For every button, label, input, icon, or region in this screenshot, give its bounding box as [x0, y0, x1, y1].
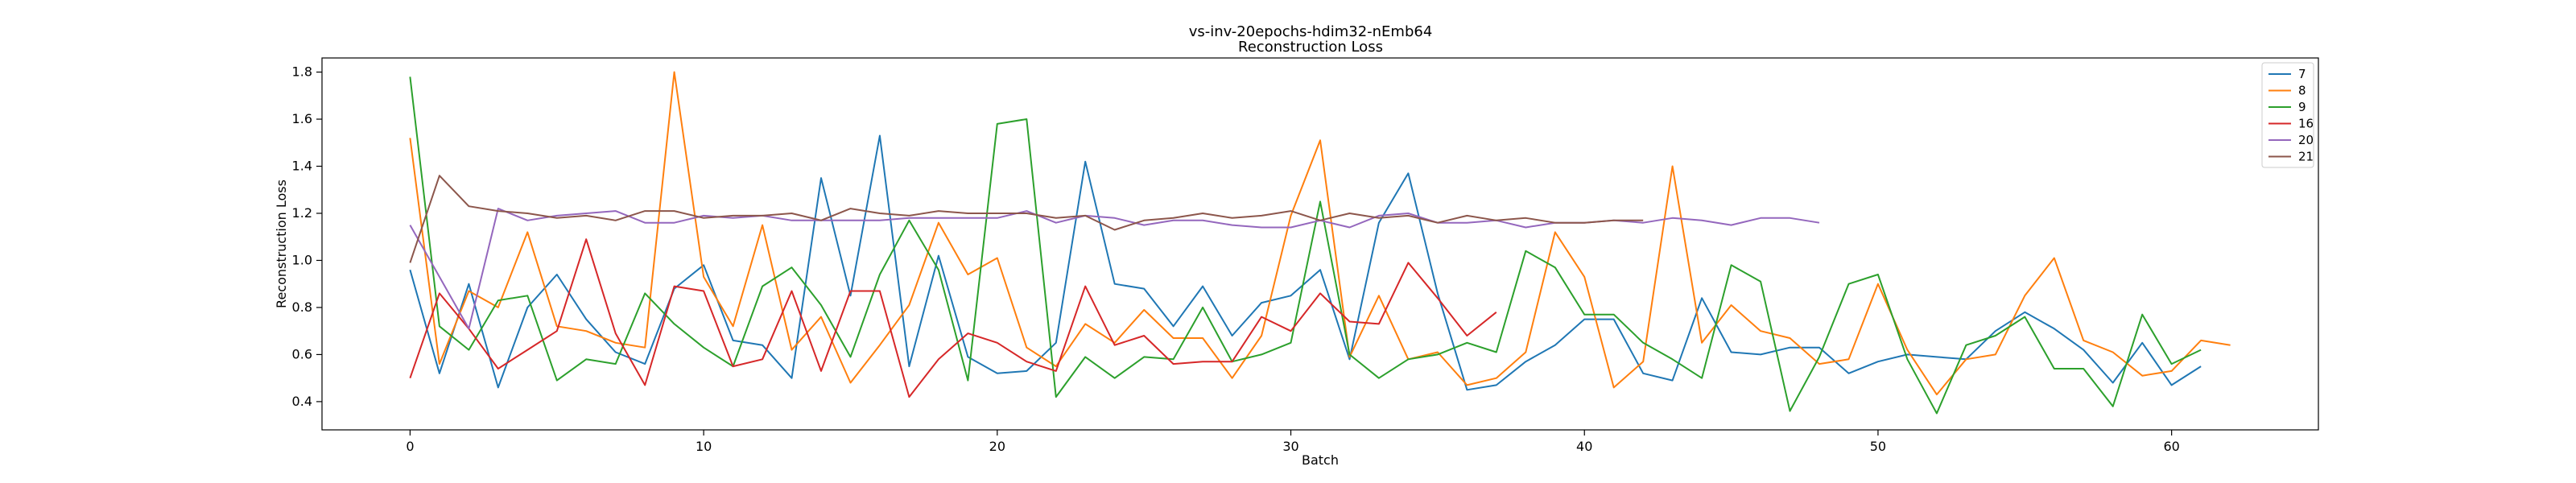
x-tick-label: 0: [406, 439, 414, 454]
chart-title: vs-inv-20epochs-hdim32-nEmb64: [1189, 23, 1433, 40]
legend-label-8: 8: [2298, 84, 2306, 98]
series-line-16: [409, 238, 1497, 398]
y-tick-label: 1.8: [292, 64, 312, 80]
series-line-20: [409, 208, 1820, 330]
legend-box: [2261, 62, 2314, 168]
y-tick-label: 1.6: [292, 111, 312, 126]
x-tick-label: 30: [1282, 439, 1298, 454]
y-tick-label: 1.2: [292, 205, 312, 221]
legend-label-9: 9: [2298, 100, 2306, 114]
x-tick-label: 60: [2163, 439, 2179, 454]
legend-label-20: 20: [2298, 133, 2314, 147]
legend: 7 8 9 16 20 21: [2261, 62, 2314, 168]
legend-label-21: 21: [2298, 150, 2314, 164]
plot-area-frame: [321, 57, 2319, 431]
legend-label-7: 7: [2298, 67, 2306, 81]
x-tick-label: 20: [989, 439, 1005, 454]
y-tick-label: 0.8: [292, 299, 312, 315]
y-tick-label: 0.4: [292, 394, 312, 409]
series-lines: [409, 71, 2231, 415]
series-line-7: [409, 134, 2202, 391]
x-axis-ticks: 0 10 20 30 40 50 60: [406, 430, 2180, 454]
y-axis-label: Reconstruction Loss: [274, 180, 289, 308]
y-tick-label: 0.6: [292, 346, 312, 361]
legend-label-16: 16: [2298, 117, 2314, 131]
x-tick-label: 10: [696, 439, 712, 454]
y-tick-label: 1.0: [292, 252, 312, 267]
x-axis-label: Batch: [1302, 452, 1339, 468]
chart-subtitle: Reconstruction Loss: [1238, 39, 1383, 56]
x-tick-label: 40: [1576, 439, 1592, 454]
series-line-9: [409, 76, 2202, 415]
x-tick-label: 50: [1870, 439, 1886, 454]
y-axis-ticks: 0.4 0.6 0.8 1.0 1.2 1.4 1.6 1.8: [292, 64, 322, 409]
series-line-8: [409, 71, 2231, 396]
y-tick-label: 1.4: [292, 159, 312, 174]
series-line-21: [409, 175, 1644, 263]
